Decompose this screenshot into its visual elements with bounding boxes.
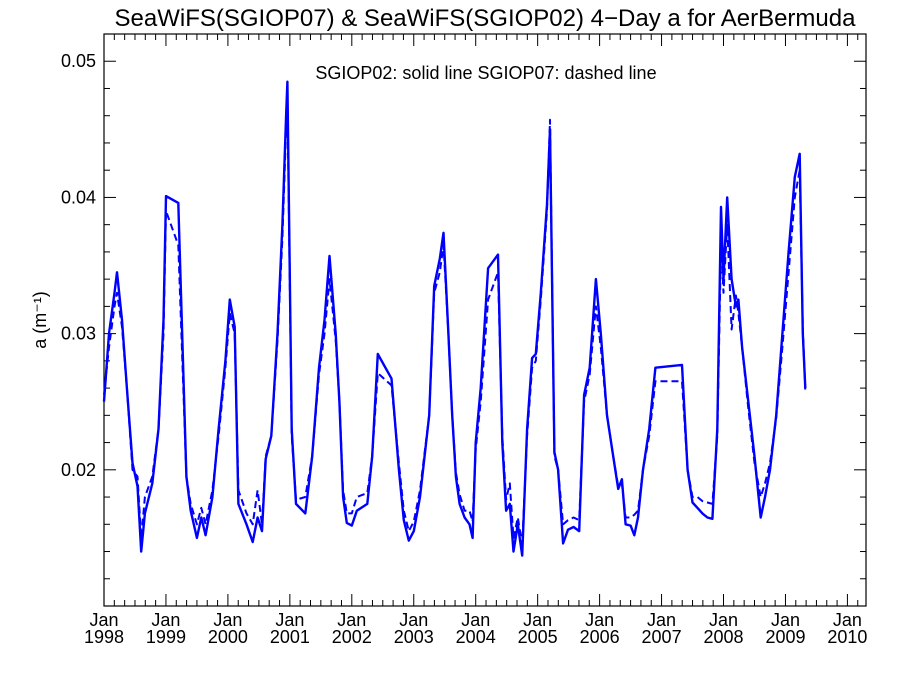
x-tick-month-label: Jan	[337, 610, 366, 630]
x-tick-month-label: Jan	[523, 610, 552, 630]
x-tick-year-label: 2001	[270, 627, 310, 647]
x-tick-month-label: Jan	[585, 610, 614, 630]
x-tick-year-label: 2006	[580, 627, 620, 647]
x-tick-year-label: 1998	[84, 627, 124, 647]
x-tick-month-label: Jan	[213, 610, 242, 630]
series-line-sgiop02	[102, 80, 807, 557]
x-tick-month-label: Jan	[647, 610, 676, 630]
x-tick-year-label: 2003	[394, 627, 434, 647]
series-line-sgiop07	[103, 94, 807, 546]
axis-ticks: 0.020.030.040.05Jan1998Jan1999Jan2000Jan…	[61, 33, 867, 647]
x-tick-month-label: Jan	[151, 610, 180, 630]
x-tick-year-label: 2000	[208, 627, 248, 647]
x-tick-year-label: 2002	[332, 627, 372, 647]
y-tick-label: 0.04	[61, 187, 96, 207]
series-layer	[102, 80, 807, 557]
x-tick-month-label: Jan	[399, 610, 428, 630]
y-tick-label: 0.02	[61, 460, 96, 480]
x-tick-year-label: 2007	[642, 627, 682, 647]
x-tick-year-label: 2008	[703, 627, 743, 647]
y-tick-label: 0.03	[61, 324, 96, 344]
x-tick-month-label: Jan	[771, 610, 800, 630]
x-tick-month-label: Jan	[461, 610, 490, 630]
plot-frame	[103, 33, 867, 607]
x-tick-year-label: 2005	[518, 627, 558, 647]
x-tick-month-label: Jan	[833, 610, 862, 630]
x-tick-month-label: Jan	[89, 610, 118, 630]
line-style-annotation: SGIOP02: solid line SGIOP07: dashed line	[315, 63, 656, 83]
x-tick-month-label: Jan	[709, 610, 738, 630]
x-tick-year-label: 2010	[827, 627, 867, 647]
x-tick-month-label: Jan	[275, 610, 304, 630]
x-tick-year-label: 2009	[765, 627, 805, 647]
x-tick-year-label: 2004	[456, 627, 496, 647]
y-axis-label: a (m⁻¹)	[30, 291, 50, 349]
chart-title: SeaWiFS(SGIOP07) & SeaWiFS(SGIOP02) 4−Da…	[115, 5, 857, 32]
x-tick-year-label: 1999	[146, 627, 186, 647]
y-tick-label: 0.05	[61, 51, 96, 71]
